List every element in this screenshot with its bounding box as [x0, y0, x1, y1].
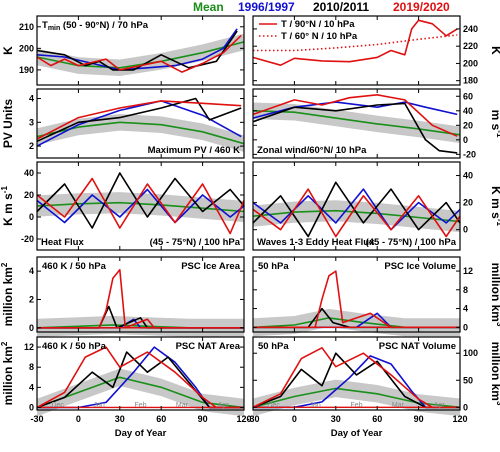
- x-tick-label: 0: [76, 414, 81, 424]
- y-tick-label: 0: [463, 135, 468, 145]
- y-axis-label-right: m s-1: [489, 110, 500, 138]
- y-tick-label: 8: [463, 285, 468, 295]
- panel-pv: 2 3 4 Maximum PV / 460 K: [29, 89, 244, 158]
- month-label: Apr: [218, 402, 230, 409]
- y-tick-label: 0: [29, 212, 34, 222]
- y-axis-label-right: million km3: [489, 342, 500, 406]
- y-tick-label: 20: [463, 120, 473, 130]
- y-axis-label-left: PV Units: [1, 99, 15, 149]
- panel-subtitle: PSC Ice Area: [181, 261, 241, 272]
- month-label: Mar: [392, 402, 405, 409]
- y-tick-label: 12: [24, 342, 34, 352]
- y-axis-label-right: K m s-1: [489, 186, 500, 226]
- y-tick-label: 20: [24, 190, 34, 200]
- panel-title: Heat Flux: [41, 237, 84, 248]
- y-tick-label: 0: [463, 225, 468, 235]
- x-tick-label: 30: [331, 414, 341, 424]
- panel-icev: 0 4 8 12 50 hPa PSC Ice Volume: [253, 257, 473, 336]
- y-tick-label: 12: [463, 266, 473, 276]
- y-tick-label: 2: [29, 141, 34, 151]
- panel-title: Waves 1-3 Eddy Heat Flux: [257, 237, 375, 248]
- y-axis-label-left: million km2: [0, 341, 15, 405]
- month-label: Apr: [434, 402, 446, 409]
- panel-subtitle: PSC NAT Area: [176, 341, 241, 352]
- y-tick-label: 4: [29, 382, 34, 392]
- legend-solid-label: T / 90°N / 10 hPa: [281, 19, 355, 30]
- y-tick-label: 50: [463, 375, 473, 385]
- y-tick-label: 0: [29, 323, 34, 333]
- y-tick-label: 190: [19, 65, 34, 75]
- y-tick-label: -20: [21, 234, 34, 244]
- panel-tmin: 190200210 Tmin (50 - 90°N) / 70 hPa: [19, 16, 244, 85]
- panel-eddy: 0 20 40 Waves 1-3 Eddy Heat Flux(45 - 75°N)…: [253, 162, 473, 250]
- panel-subtitle: (45 - 75°N) / 100 hPa: [366, 237, 457, 248]
- panel-title: Maximum PV / 460 K: [148, 145, 241, 156]
- x-axis-label: Day of Year: [115, 428, 167, 439]
- y-tick-label: 240: [463, 24, 478, 34]
- y-tick-label: 3: [29, 117, 34, 127]
- x-tick-label: 60: [372, 414, 382, 424]
- x-tick-label: 90: [414, 414, 424, 424]
- x-tick-label: -30: [30, 414, 43, 424]
- panel-hf: -20 0 20 40 Heat Flux (45 - 75°N) / 100 hPa: [21, 162, 244, 250]
- y-tick-label: 200: [463, 58, 478, 68]
- x-tick-label: 90: [198, 414, 208, 424]
- y-tick-label: 220: [463, 41, 478, 51]
- x-axis-label: Day of Year: [331, 428, 383, 439]
- y-tick-label: 2: [29, 294, 34, 304]
- y-tick-label: 40: [463, 171, 473, 181]
- y-axis-label-left: million km2: [0, 262, 15, 326]
- y-axis-label-right: K: [489, 46, 500, 55]
- y-tick-label: 0: [463, 322, 468, 332]
- panel-subtitle: (45 - 75°N) / 100 hPa: [150, 237, 241, 248]
- y-tick-label: 100: [463, 348, 478, 358]
- panel-title: Zonal wind/60°N/ 10 hPa: [257, 145, 367, 156]
- y-tick-label: 4: [463, 304, 468, 314]
- panel-title: 460 K / 50 hPa: [42, 341, 107, 352]
- panel-title: 50 hPa: [258, 261, 289, 272]
- y-tick-label: 4: [29, 266, 34, 276]
- y-tick-label: 0: [29, 402, 34, 412]
- x-tick-label: 120: [452, 414, 467, 424]
- legend-dotted-label: T / 60° N / 10 hPa: [281, 31, 358, 42]
- month-label: Dec: [267, 402, 280, 409]
- month-label: Jan: [309, 402, 320, 409]
- panel-title: 460 K / 50 hPa: [42, 261, 107, 272]
- panel-subtitle: PSC Ice Volume: [384, 261, 456, 272]
- y-tick-label: 4: [29, 94, 34, 104]
- panel-subtitle: PSC NAT Volume: [379, 341, 456, 352]
- month-label: Jan: [93, 402, 104, 409]
- month-label: Mar: [176, 402, 189, 409]
- y-axis-label-left: K m s-1: [0, 186, 15, 226]
- y-axis-label-left: K: [1, 46, 15, 55]
- y-tick-label: 210: [19, 22, 34, 32]
- month-label: Feb: [134, 402, 146, 409]
- month-label: Dec: [51, 402, 64, 409]
- x-tick-label: 30: [115, 414, 125, 424]
- month-label: Feb: [350, 402, 362, 409]
- y-tick-label: 20: [463, 198, 473, 208]
- panel-wind: -20 0 20 40 60 Zonal wind/60°N/ 10 hPa: [253, 89, 476, 159]
- y-tick-label: 8: [29, 362, 34, 372]
- y-tick-label: 0: [463, 402, 468, 412]
- y-tick-label: 60: [463, 91, 473, 101]
- y-tick-label: 40: [24, 168, 34, 178]
- x-tick-label: 0: [292, 414, 297, 424]
- x-tick-label: 60: [156, 414, 166, 424]
- panel-icea: 0 2 4 460 K / 50 hPa PSC Ice Area: [29, 257, 244, 337]
- y-tick-label: -20: [463, 149, 476, 159]
- y-tick-label: 180: [463, 76, 478, 86]
- y-tick-label: 40: [463, 106, 473, 116]
- x-tick-label: -30: [246, 414, 259, 424]
- y-axis-label-right: million km3: [489, 263, 500, 327]
- panel-title: 50 hPa: [258, 341, 289, 352]
- y-tick-label: 200: [19, 43, 34, 53]
